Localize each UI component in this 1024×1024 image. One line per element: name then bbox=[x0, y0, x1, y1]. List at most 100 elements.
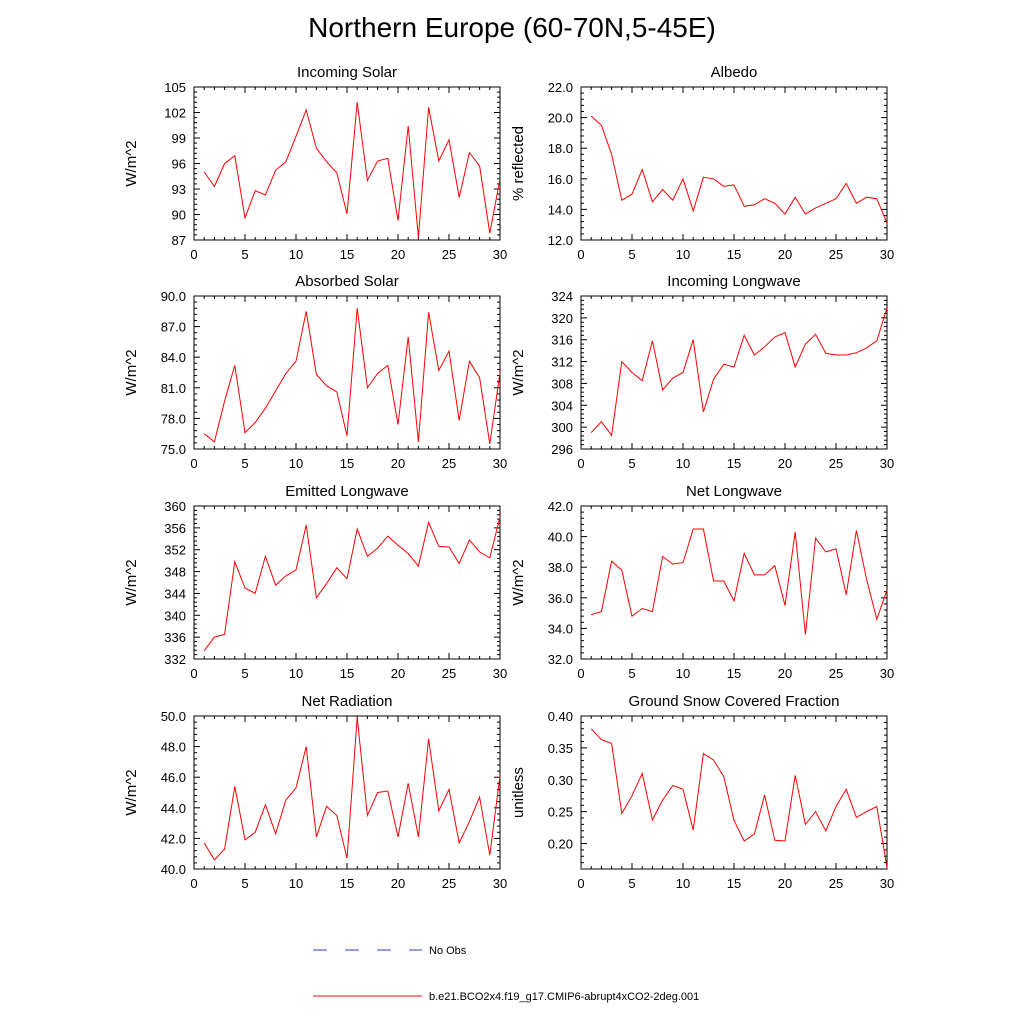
y-tick-label: 320 bbox=[551, 311, 573, 326]
x-tick-label: 20 bbox=[778, 876, 792, 891]
y-tick-label: 316 bbox=[551, 333, 573, 348]
y-tick-label: 0.35 bbox=[548, 741, 573, 756]
x-tick-label: 30 bbox=[880, 456, 894, 471]
x-tick-label: 25 bbox=[442, 876, 456, 891]
y-tick-label: 50.0 bbox=[161, 709, 186, 724]
x-tick-label: 5 bbox=[628, 666, 635, 681]
panel-7: Net Radiation W/m^2 0 5 10 15 20 25 30 40.0 42.0 44… bbox=[123, 693, 507, 891]
x-tick-label: 10 bbox=[676, 876, 690, 891]
x-tick-label: 30 bbox=[880, 666, 894, 681]
y-axis-label: unitless bbox=[510, 767, 527, 818]
y-tick-label: 0.25 bbox=[548, 805, 573, 820]
y-tick-label: 36.0 bbox=[548, 591, 573, 606]
y-tick-label: 360 bbox=[164, 499, 186, 514]
y-tick-label: 304 bbox=[551, 398, 573, 413]
x-tick-label: 10 bbox=[289, 666, 303, 681]
panel-title: Net Longwave bbox=[686, 483, 782, 500]
x-tick-label: 0 bbox=[577, 456, 584, 471]
panel-title: Albedo bbox=[711, 64, 758, 81]
y-tick-label: 34.0 bbox=[548, 621, 573, 636]
y-tick-label: 105 bbox=[164, 80, 186, 95]
x-tick-label: 25 bbox=[442, 247, 456, 262]
series-line bbox=[591, 528, 888, 635]
x-tick-label: 25 bbox=[829, 666, 843, 681]
y-tick-label: 40.0 bbox=[548, 530, 573, 545]
x-tick-label: 15 bbox=[340, 876, 354, 891]
y-axis-label: W/m^2 bbox=[510, 559, 527, 605]
x-tick-label: 0 bbox=[577, 666, 584, 681]
y-tick-label: 87.0 bbox=[161, 320, 186, 335]
x-tick-label: 20 bbox=[391, 666, 405, 681]
plot-frame bbox=[580, 505, 888, 660]
x-tick-label: 25 bbox=[442, 456, 456, 471]
y-axis-label: % reflected bbox=[510, 126, 527, 201]
x-tick-label: 0 bbox=[577, 247, 584, 262]
y-tick-label: 18.0 bbox=[548, 141, 573, 156]
x-tick-label: 15 bbox=[727, 247, 741, 262]
x-tick-label: 5 bbox=[241, 876, 248, 891]
figure-title: Northern Europe (60-70N,5-45E) bbox=[308, 12, 716, 43]
plot-frame bbox=[193, 86, 501, 241]
y-tick-label: 296 bbox=[551, 442, 573, 457]
x-tick-label: 0 bbox=[190, 666, 197, 681]
y-tick-label: 340 bbox=[164, 608, 186, 623]
x-tick-label: 10 bbox=[289, 456, 303, 471]
x-tick-label: 10 bbox=[676, 247, 690, 262]
y-tick-label: 48.0 bbox=[161, 740, 186, 755]
plot-frame bbox=[193, 295, 501, 450]
panel-title: Incoming Longwave bbox=[667, 273, 800, 290]
x-tick-label: 5 bbox=[628, 456, 635, 471]
x-tick-label: 25 bbox=[829, 247, 843, 262]
x-tick-label: 0 bbox=[577, 876, 584, 891]
y-tick-label: 84.0 bbox=[161, 350, 186, 365]
x-tick-label: 30 bbox=[493, 456, 507, 471]
panel-1: Incoming Solar W/m^2 0 5 10 15 20 25 30 87 90 93 96 9… bbox=[123, 64, 507, 262]
x-tick-label: 20 bbox=[778, 666, 792, 681]
x-tick-label: 10 bbox=[289, 247, 303, 262]
y-tick-label: 16.0 bbox=[548, 172, 573, 187]
y-tick-label: 300 bbox=[551, 420, 573, 435]
series-line bbox=[590, 728, 888, 868]
x-tick-label: 20 bbox=[391, 247, 405, 262]
y-tick-label: 0.40 bbox=[548, 709, 573, 724]
x-tick-label: 15 bbox=[727, 876, 741, 891]
x-tick-label: 5 bbox=[628, 876, 635, 891]
y-axis-label: W/m^2 bbox=[123, 140, 140, 186]
x-tick-label: 0 bbox=[190, 456, 197, 471]
x-tick-label: 25 bbox=[442, 666, 456, 681]
legend-label-obs: No Obs bbox=[429, 945, 467, 957]
panel-3: Absorbed Solar W/m^2 0 5 10 15 20 25 30 75.0 78.0 8… bbox=[123, 273, 507, 471]
y-tick-label: 75.0 bbox=[161, 442, 186, 457]
x-tick-label: 30 bbox=[493, 247, 507, 262]
y-tick-label: 22.0 bbox=[548, 80, 573, 95]
panel-2: Albedo % reflected 0 5 10 15 20 25 30 12.0 14.0 16.… bbox=[510, 64, 894, 262]
panel-title: Absorbed Solar bbox=[295, 273, 398, 290]
x-tick-label: 10 bbox=[676, 666, 690, 681]
x-tick-label: 5 bbox=[628, 247, 635, 262]
y-axis-label: W/m^2 bbox=[510, 349, 527, 395]
y-tick-label: 38.0 bbox=[548, 560, 573, 575]
panel-5: Emitted Longwave W/m^2 0 5 10 15 20 25 30 332 336 3… bbox=[123, 483, 507, 681]
panel-6: Net Longwave W/m^2 0 5 10 15 20 25 30 32.0 34.0 36.… bbox=[510, 483, 894, 681]
plot-frame bbox=[580, 295, 888, 450]
y-tick-label: 348 bbox=[164, 565, 186, 580]
y-tick-label: 312 bbox=[551, 355, 573, 370]
x-tick-label: 5 bbox=[241, 247, 248, 262]
series-line bbox=[203, 717, 501, 861]
x-tick-label: 15 bbox=[340, 247, 354, 262]
x-tick-label: 25 bbox=[829, 876, 843, 891]
y-tick-label: 81.0 bbox=[161, 381, 186, 396]
y-tick-label: 99 bbox=[172, 131, 186, 146]
x-tick-label: 15 bbox=[340, 666, 354, 681]
x-tick-label: 0 bbox=[190, 876, 197, 891]
plot-frame bbox=[193, 715, 501, 870]
y-tick-label: 46.0 bbox=[161, 770, 186, 785]
y-tick-label: 352 bbox=[164, 543, 186, 558]
panel-8: Ground Snow Covered Fraction unitless 0 5 10… bbox=[510, 693, 894, 891]
x-tick-label: 20 bbox=[778, 247, 792, 262]
y-axis-label: W/m^2 bbox=[123, 769, 140, 815]
x-tick-label: 15 bbox=[340, 456, 354, 471]
series-line bbox=[203, 308, 501, 444]
y-tick-label: 78.0 bbox=[161, 411, 186, 426]
